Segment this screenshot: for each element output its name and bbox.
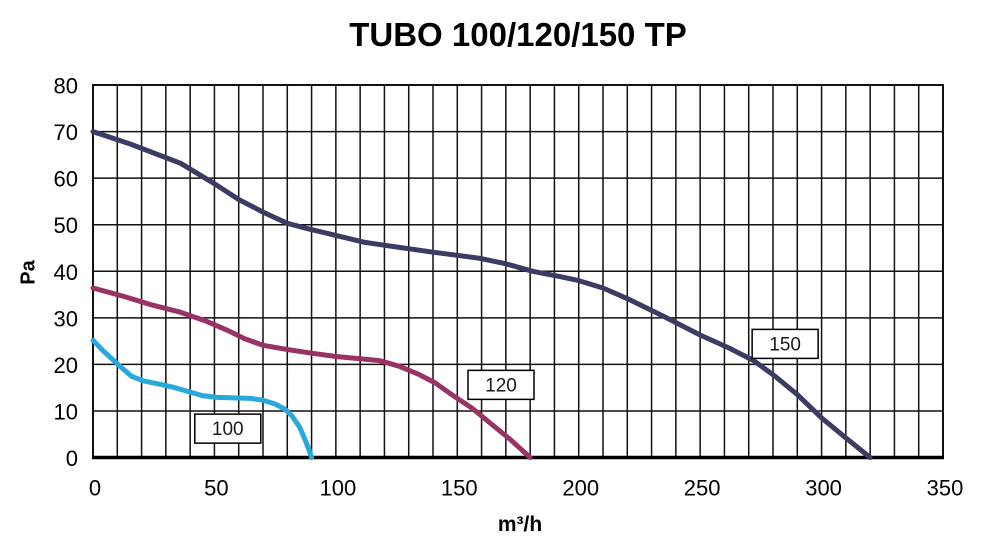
series-150-curve [90, 129, 873, 460]
y-tick-label: 30 [54, 306, 78, 331]
y-tick-label: 0 [66, 446, 78, 471]
x-tick-label: 250 [684, 476, 721, 501]
series-label-box-120 [467, 369, 535, 401]
series-label-text-100: 100 [212, 419, 244, 440]
chart-title: TUBO 100/120/150 TP [349, 16, 687, 53]
series-label-box-150 [751, 328, 819, 360]
y-tick-label: 40 [54, 260, 78, 285]
x-tick-label: 350 [927, 476, 964, 501]
x-tick-label: 50 [204, 476, 228, 501]
series-100-curve [90, 337, 315, 460]
y-tick-label: 70 [54, 120, 78, 145]
x-tick-label: 150 [441, 476, 478, 501]
y-tick-label: 80 [54, 74, 78, 99]
x-tick-label: 200 [562, 476, 599, 501]
y-tick-label: 20 [54, 353, 78, 378]
x-tick-label: 300 [805, 476, 842, 501]
series-label-text-150: 150 [769, 334, 801, 355]
series-label-box-100 [194, 413, 262, 444]
series-120-curve [90, 285, 533, 460]
y-tick-label: 10 [54, 399, 78, 424]
series-label-text-120: 120 [485, 375, 517, 396]
x-axis-label: m³/h [497, 513, 543, 536]
y-tick-label: 60 [54, 167, 78, 192]
y-tick-label: 50 [54, 213, 78, 238]
x-tick-label: 0 [89, 476, 101, 501]
x-tick-label: 100 [319, 476, 356, 501]
